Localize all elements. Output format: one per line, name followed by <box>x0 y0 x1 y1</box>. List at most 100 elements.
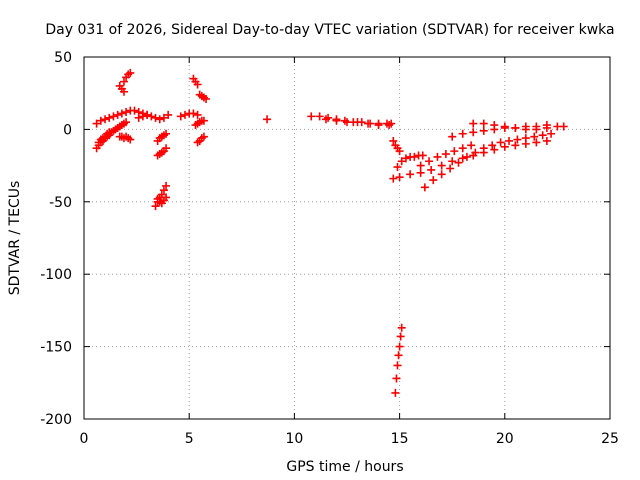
data-point <box>521 125 530 134</box>
data-point <box>559 122 568 131</box>
data-point <box>401 154 410 163</box>
x-axis-label: GPS time / hours <box>286 459 403 475</box>
series-arc-aa <box>416 141 476 170</box>
y-tick-label: -200 <box>40 412 72 428</box>
data-point <box>479 119 488 128</box>
data-point <box>105 128 114 137</box>
data-point <box>532 125 541 134</box>
data-point <box>479 126 488 135</box>
data-point <box>393 163 402 172</box>
series-arc-i <box>153 144 171 160</box>
y-axis-label: SDTVAR / TECUs <box>7 181 23 296</box>
data-point <box>479 144 488 153</box>
y-tick-label: -50 <box>49 195 72 211</box>
data-point <box>147 112 156 121</box>
data-point <box>162 193 171 202</box>
data-point <box>164 110 173 119</box>
data-point <box>392 374 401 383</box>
data-point <box>538 131 547 140</box>
data-point <box>193 80 202 89</box>
data-point <box>458 154 467 163</box>
data-point <box>138 112 147 121</box>
x-tick-label: 10 <box>285 431 303 447</box>
data-point <box>389 174 398 183</box>
data-point <box>396 332 405 341</box>
series-arc-x <box>420 129 556 192</box>
data-point <box>151 202 160 211</box>
data-point <box>521 134 530 143</box>
x-axis: 0 5 10 15 20 25 <box>80 57 619 447</box>
data-point <box>416 161 425 170</box>
data-point <box>119 77 128 86</box>
data-point <box>155 115 164 124</box>
data-point <box>393 361 402 370</box>
series-arc-v <box>389 136 551 183</box>
data-point <box>500 142 509 151</box>
data-point <box>397 323 406 332</box>
data-point <box>530 132 539 141</box>
data-point <box>542 123 551 132</box>
data-point <box>391 388 400 397</box>
data-point <box>513 135 522 144</box>
data-point <box>199 116 208 125</box>
data-point <box>143 110 152 119</box>
data-point <box>134 113 143 122</box>
data-point <box>437 161 446 170</box>
series-arc-w <box>393 151 427 172</box>
data-point <box>162 181 171 190</box>
data-point <box>126 135 135 144</box>
data-point <box>395 342 404 351</box>
data-point <box>469 119 478 128</box>
data-point <box>420 183 429 192</box>
data-point <box>469 128 478 137</box>
data-point <box>471 148 480 157</box>
series-arc-u <box>389 136 404 156</box>
data-point <box>130 106 139 115</box>
data-point <box>193 110 202 119</box>
data-point <box>454 158 463 167</box>
series-arc-c <box>94 128 114 147</box>
series-arc-g <box>134 110 173 124</box>
data-point <box>343 118 351 127</box>
data-point <box>332 116 341 125</box>
series-arc-t <box>391 323 406 397</box>
y-tick-label: 0 <box>63 122 72 138</box>
data-point <box>496 138 505 147</box>
data-point <box>117 109 126 118</box>
data-point <box>113 110 122 119</box>
data-point <box>105 113 114 122</box>
data-point <box>425 157 434 166</box>
data-point <box>162 144 171 153</box>
data-point <box>511 123 520 132</box>
y-tick-label: -150 <box>40 340 72 356</box>
data-point <box>364 119 373 128</box>
data-point <box>126 68 135 77</box>
data-point <box>547 129 556 138</box>
data-point <box>119 87 128 96</box>
series-arc-q <box>263 115 272 124</box>
data-point <box>462 152 471 161</box>
data-point <box>437 170 446 179</box>
data-point <box>505 136 514 145</box>
data-point <box>92 119 101 128</box>
data-point <box>307 112 316 121</box>
series-arc-h <box>153 129 171 145</box>
data-point <box>96 116 105 125</box>
data-point <box>263 115 272 124</box>
x-tick-label: 15 <box>391 431 409 447</box>
data-point <box>542 136 551 145</box>
data-point <box>395 147 404 156</box>
data-point <box>394 351 403 360</box>
series-arc-p <box>193 132 208 147</box>
series-arc-l <box>176 109 202 121</box>
data-point <box>433 152 442 161</box>
data-point <box>511 141 520 150</box>
x-tick-label: 25 <box>601 431 619 447</box>
data-point <box>441 150 450 159</box>
series-arc-s <box>321 115 394 130</box>
y-tick-label: -100 <box>40 267 72 283</box>
data-point <box>101 115 110 124</box>
data-point <box>315 112 324 121</box>
x-tick-label: 0 <box>80 431 89 447</box>
